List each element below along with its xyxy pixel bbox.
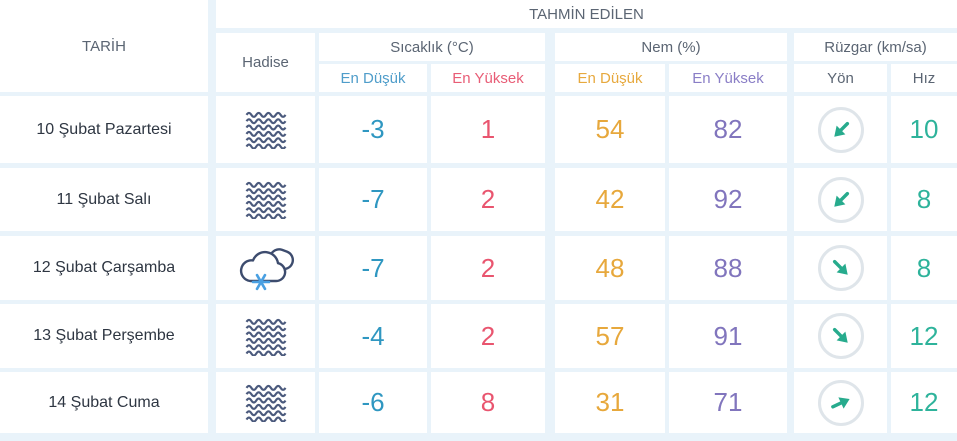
column-group-temperature: Sıcaklık (°C)	[319, 33, 545, 61]
humidity-min-value: 42	[555, 168, 665, 231]
humidity-min-value: 31	[555, 372, 665, 433]
weather-event-cell	[216, 236, 315, 300]
temp-max-value: 2	[431, 236, 545, 300]
wind-direction-arrow-icon	[825, 387, 857, 419]
table-title: TAHMİN EDİLEN	[216, 0, 957, 28]
snow-cloud-icon	[234, 244, 298, 292]
column-header-temp-min: En Düşük	[319, 64, 427, 92]
weather-event-cell	[216, 96, 315, 163]
temp-max-value: 8	[431, 372, 545, 433]
weather-event-cell	[216, 304, 315, 368]
weather-event-cell	[216, 168, 315, 231]
column-header-hadise: Hadise	[216, 33, 315, 92]
wind-direction-arrow-icon	[824, 251, 858, 285]
wind-speed-value: 12	[891, 372, 957, 433]
humidity-max-value: 92	[669, 168, 787, 231]
temp-min-value: -7	[319, 236, 427, 300]
humidity-min-value: 54	[555, 96, 665, 163]
fog-icon	[244, 317, 287, 356]
fog-icon	[244, 110, 287, 149]
wind-direction-cell	[794, 96, 887, 163]
wind-speed-value: 12	[891, 304, 957, 368]
humidity-max-value: 91	[669, 304, 787, 368]
temp-min-value: -4	[319, 304, 427, 368]
date-label: 14 Şubat Cuma	[0, 372, 208, 433]
column-header-wind-direction: Yön	[794, 64, 887, 92]
column-header-humidity-max: En Yüksek	[669, 64, 787, 92]
column-header-tarih: TARİH	[0, 0, 208, 92]
temp-max-value: 2	[431, 304, 545, 368]
fog-icon	[244, 383, 287, 422]
wind-direction-arrow-icon	[824, 113, 858, 147]
date-label: 13 Şubat Perşembe	[0, 304, 208, 368]
humidity-min-value: 57	[555, 304, 665, 368]
wind-direction-cell	[794, 168, 887, 231]
column-group-humidity: Nem (%)	[555, 33, 787, 61]
wind-direction-cell	[794, 372, 887, 433]
column-group-wind: Rüzgar (km/sa)	[794, 33, 957, 61]
wind-direction-circle	[817, 379, 864, 426]
wind-speed-value: 8	[891, 168, 957, 231]
wind-direction-arrow-icon	[824, 183, 858, 217]
wind-direction-cell	[794, 304, 887, 368]
temp-min-value: -6	[319, 372, 427, 433]
weather-event-cell	[216, 372, 315, 433]
humidity-max-value: 71	[669, 372, 787, 433]
wind-direction-circle	[817, 313, 864, 359]
fog-icon	[244, 180, 287, 219]
temp-min-value: -7	[319, 168, 427, 231]
temp-max-value: 2	[431, 168, 545, 231]
wind-speed-value: 8	[891, 236, 957, 300]
column-header-temp-max: En Yüksek	[431, 64, 545, 92]
temp-max-value: 1	[431, 96, 545, 163]
wind-direction-circle	[817, 106, 864, 153]
wind-direction-arrow-icon	[824, 319, 858, 353]
humidity-max-value: 88	[669, 236, 787, 300]
humidity-min-value: 48	[555, 236, 665, 300]
humidity-max-value: 82	[669, 96, 787, 163]
date-label: 10 Şubat Pazartesi	[0, 96, 208, 163]
wind-direction-circle	[817, 176, 864, 223]
wind-direction-cell	[794, 236, 887, 300]
column-header-humidity-min: En Düşük	[555, 64, 665, 92]
date-label: 12 Şubat Çarşamba	[0, 236, 208, 300]
wind-direction-circle	[817, 245, 864, 291]
column-header-wind-speed: Hız	[891, 64, 957, 92]
temp-min-value: -3	[319, 96, 427, 163]
wind-speed-value: 10	[891, 96, 957, 163]
date-label: 11 Şubat Salı	[0, 168, 208, 231]
